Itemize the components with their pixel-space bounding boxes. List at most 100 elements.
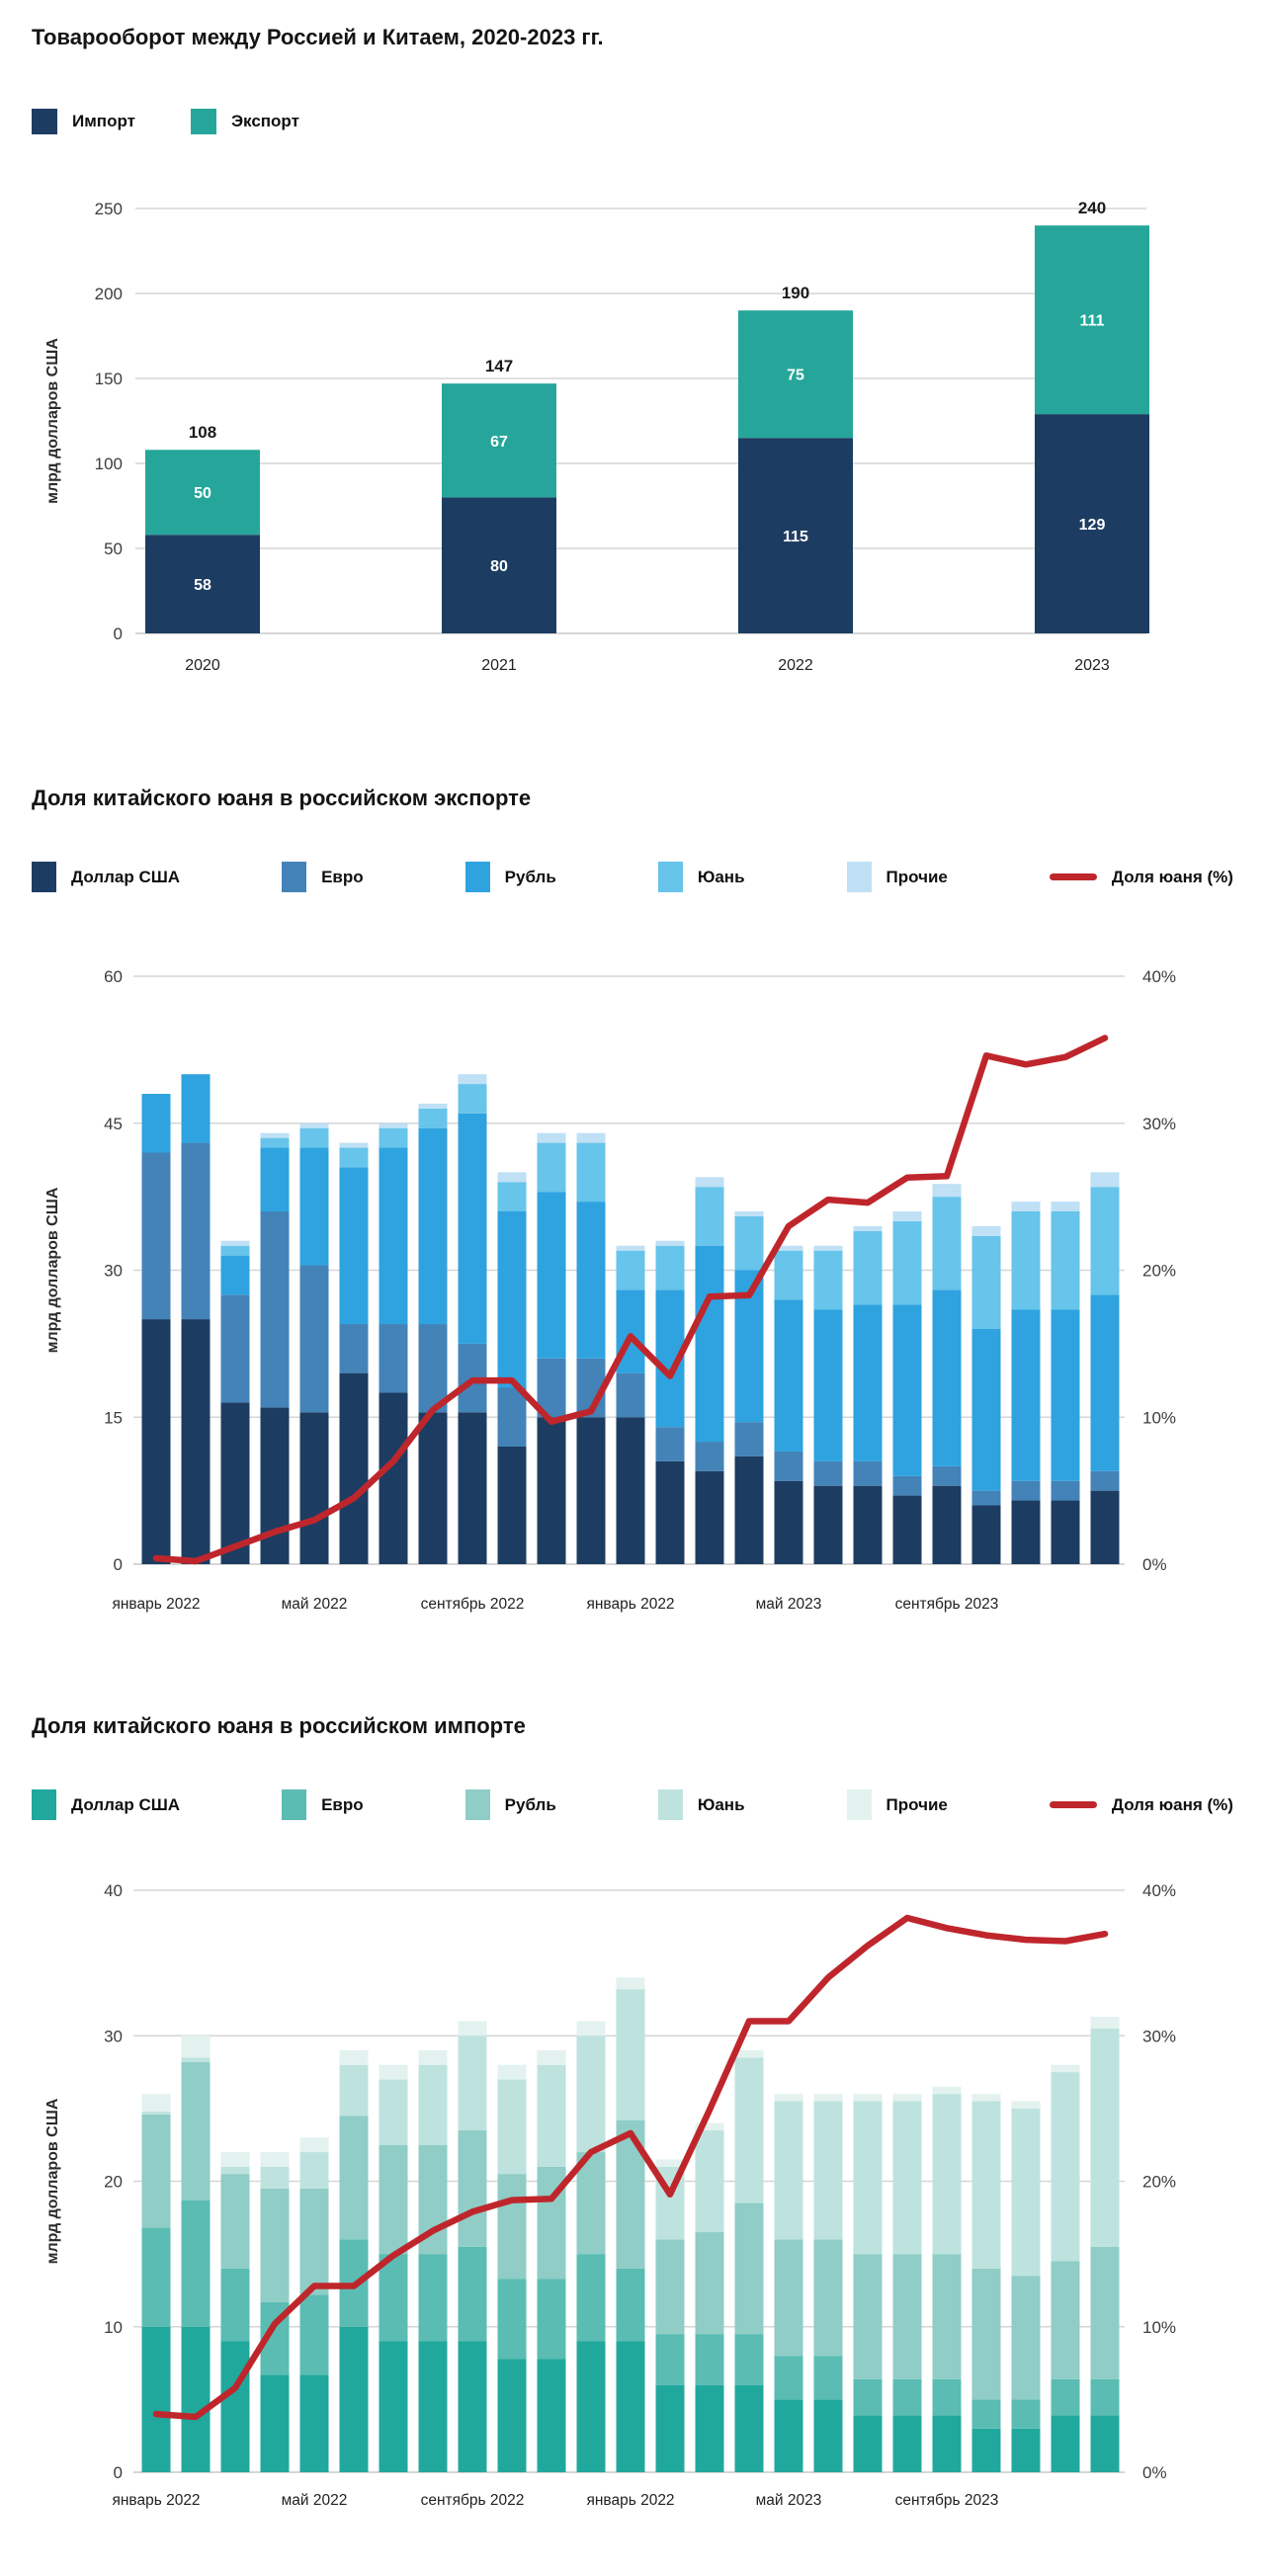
bar-segment — [537, 2049, 566, 2065]
bar-segment — [774, 1451, 803, 1481]
legend-label-eur-imp: Евро — [321, 1794, 364, 1814]
bar-segment — [379, 2064, 408, 2080]
bar-segment — [181, 1074, 211, 1143]
grid: 0 50 100 150 200 250 — [95, 200, 1146, 643]
bar-segment — [853, 1304, 883, 1461]
svg-text:111: 111 — [1080, 313, 1105, 330]
bar-segment — [458, 1074, 487, 1085]
bar-segment — [892, 2378, 922, 2416]
bar-segment — [576, 1417, 606, 1564]
bar-segment — [339, 1324, 369, 1373]
bar-segment — [971, 2428, 1001, 2472]
bar-segment — [418, 1324, 448, 1413]
bar-segment — [458, 1412, 487, 1564]
svg-text:190: 190 — [782, 284, 809, 302]
bar-segment — [497, 1211, 527, 1388]
svg-text:май 2023: май 2023 — [756, 2492, 822, 2509]
bar-segment — [734, 1211, 764, 1216]
bar-segment — [1090, 1490, 1120, 1564]
bar-segment — [458, 2246, 487, 2342]
svg-text:200: 200 — [95, 285, 123, 303]
bar-segment — [616, 2341, 645, 2472]
trend-line — [152, 1914, 1109, 2421]
bar-segment — [1035, 414, 1149, 633]
cny-color-swatch — [657, 862, 683, 892]
export-share-svg: 0 0% 15 10% 30 20% 45 30% 60 40% млрд долларов США… — [44, 967, 1176, 1613]
bar-segment — [576, 2341, 606, 2472]
bar-segment — [379, 1122, 408, 1128]
other-color-swatch — [846, 862, 872, 892]
bar-segment — [971, 2094, 1001, 2102]
bar-segment — [734, 2202, 764, 2335]
bar-segment — [1090, 1470, 1120, 1491]
legend-label-eur: Евро — [321, 867, 364, 886]
bar-segment — [418, 1103, 448, 1109]
bar-segment — [418, 2254, 448, 2342]
bar-segment — [418, 2049, 448, 2065]
bar-segment — [339, 1372, 369, 1564]
svg-text:150: 150 — [95, 370, 123, 388]
bar-segment — [971, 1225, 1001, 1236]
bar-segment — [576, 2021, 606, 2036]
bar-segment — [145, 450, 260, 536]
svg-text:млрд долларов США: млрд долларов США — [44, 1187, 61, 1353]
bar-segment — [220, 1240, 250, 1246]
bar-segment — [892, 1495, 922, 1564]
bar-segment — [695, 2334, 724, 2385]
svg-text:0: 0 — [114, 2463, 123, 2482]
svg-text:30: 30 — [104, 2027, 123, 2045]
bar-segment — [220, 1402, 250, 1564]
trend-line — [152, 1035, 1109, 1565]
bar-segment — [892, 2415, 922, 2472]
bar-segment — [260, 1132, 290, 1138]
bar-segment — [576, 2152, 606, 2255]
svg-text:январь 2022: январь 2022 — [112, 1596, 200, 1613]
bar-segment — [458, 2021, 487, 2036]
legend-item-yuan-share-line: Доля юаня (%) — [1049, 868, 1233, 887]
bar-segment — [655, 2334, 685, 2385]
bar-segment — [1051, 2415, 1080, 2472]
bar-segment — [616, 1250, 645, 1290]
svg-text:май 2023: май 2023 — [756, 1596, 822, 1613]
eur-imp-color-swatch — [282, 1789, 307, 1820]
bar-segment — [299, 1265, 329, 1413]
legend-item-eur-imp: Евро — [282, 1789, 364, 1820]
bar-segment — [734, 2049, 764, 2058]
bar-segment — [932, 2086, 962, 2095]
bar-segment — [616, 2119, 645, 2269]
bar-segment — [1090, 2246, 1120, 2379]
bars: 58 50 108 80 67 147 115 75 190 129 111 240 — [145, 199, 1149, 633]
bar-segment — [1051, 1202, 1080, 1211]
svg-text:сентябрь 2022: сентябрь 2022 — [421, 1596, 525, 1613]
bar-segment — [418, 1127, 448, 1325]
bar-segment — [1090, 2378, 1120, 2416]
bar-segment — [220, 1255, 250, 1295]
svg-text:млрд долларов США: млрд долларов США — [44, 2098, 61, 2264]
bar-segment — [141, 2114, 171, 2228]
bar-segment — [379, 2341, 408, 2472]
bar-segment — [379, 1127, 408, 1148]
svg-text:май 2022: май 2022 — [282, 2492, 348, 2509]
svg-text:0: 0 — [114, 1555, 123, 1574]
svg-text:0%: 0% — [1142, 2463, 1167, 2482]
svg-text:сентябрь 2023: сентябрь 2023 — [895, 1596, 999, 1613]
bar-segment — [971, 2101, 1001, 2269]
bar-segment — [1011, 2108, 1041, 2277]
bar-segment — [181, 2061, 211, 2201]
svg-text:2020: 2020 — [185, 657, 220, 674]
bar-segment — [932, 1289, 962, 1466]
bar-segment — [774, 2101, 803, 2240]
bar-segment — [892, 2094, 922, 2102]
bar-segment — [379, 1392, 408, 1564]
bar-segment — [260, 1407, 290, 1564]
bar-segment — [695, 1442, 724, 1471]
legend-label-yuan-share-imp: Доля юаня (%) — [1111, 1794, 1233, 1814]
bar-segment — [339, 1142, 369, 1148]
bar-segment — [260, 2152, 290, 2167]
svg-text:10%: 10% — [1142, 1408, 1176, 1427]
bar-segment — [774, 1245, 803, 1251]
legend-item-cny: Юань — [657, 862, 745, 892]
legend-label-cny-imp: Юань — [697, 1794, 745, 1814]
x-axis-labels: 2020 2021 2022 2023 — [185, 657, 1110, 674]
bar-segment — [497, 2064, 527, 2080]
